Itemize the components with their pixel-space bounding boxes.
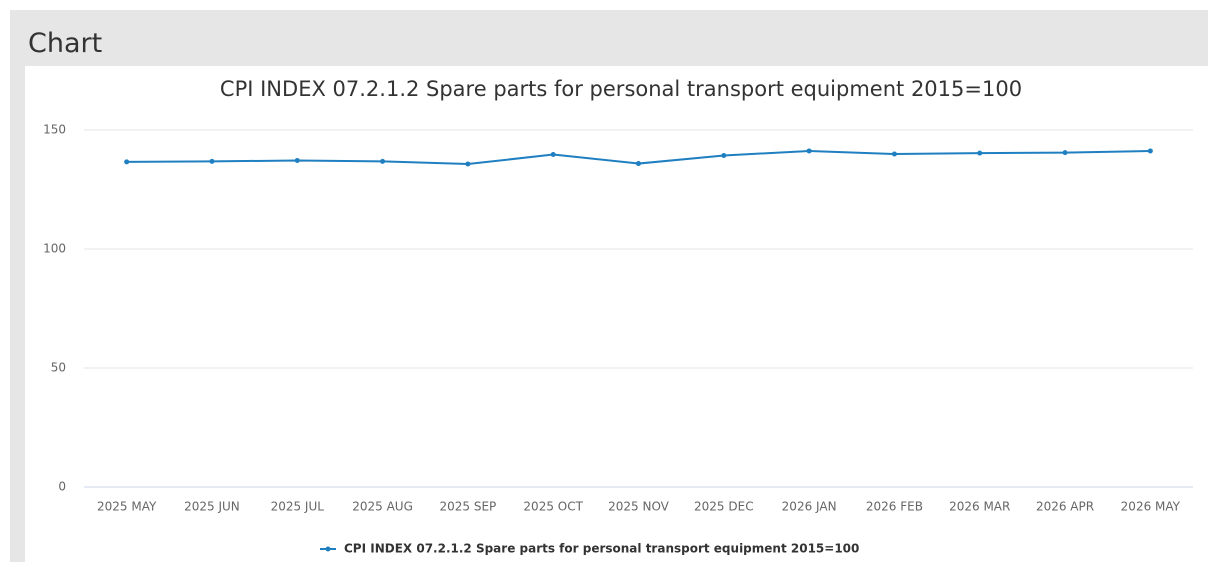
data-point [550, 152, 556, 158]
x-tick-label: 2025 NOV [608, 500, 670, 514]
x-tick-label: 2025 DEC [694, 500, 754, 514]
x-tick-label: 2025 SEP [439, 500, 496, 514]
chart-title: CPI INDEX 07.2.1.2 Spare parts for perso… [220, 77, 1022, 101]
x-tick-label: 2026 MAY [1121, 500, 1181, 514]
y-tick-label: 100 [43, 242, 66, 256]
y-tick-label: 50 [51, 361, 66, 375]
data-point [465, 161, 471, 167]
data-point [380, 158, 386, 164]
legend-label: CPI INDEX 07.2.1.2 Spare parts for perso… [344, 542, 859, 556]
x-tick-label: 2025 JUN [184, 500, 240, 514]
data-point [977, 150, 983, 156]
data-point [1147, 148, 1153, 154]
x-tick-label: 2025 MAY [97, 500, 157, 514]
data-point [1062, 150, 1068, 156]
x-tick-label: 2026 APR [1036, 500, 1094, 514]
x-tick-label: 2025 JUL [271, 500, 325, 514]
x-tick-label: 2026 JAN [782, 500, 837, 514]
legend-symbol-dot [325, 546, 331, 552]
data-point [294, 157, 300, 163]
x-tick-label: 2025 OCT [523, 500, 583, 514]
data-point [891, 151, 897, 157]
y-tick-label: 0 [58, 480, 66, 494]
data-point [124, 159, 130, 165]
x-tick-label: 2025 AUG [352, 500, 413, 514]
data-point [806, 148, 812, 154]
data-point [636, 161, 641, 167]
y-tick-label: 150 [43, 123, 66, 137]
data-point [721, 152, 727, 158]
page-heading: Chart [28, 28, 103, 59]
x-tick-label: 2026 FEB [866, 500, 923, 514]
x-tick-label: 2026 MAR [949, 500, 1010, 514]
data-point [209, 158, 215, 164]
panel [25, 66, 1208, 562]
